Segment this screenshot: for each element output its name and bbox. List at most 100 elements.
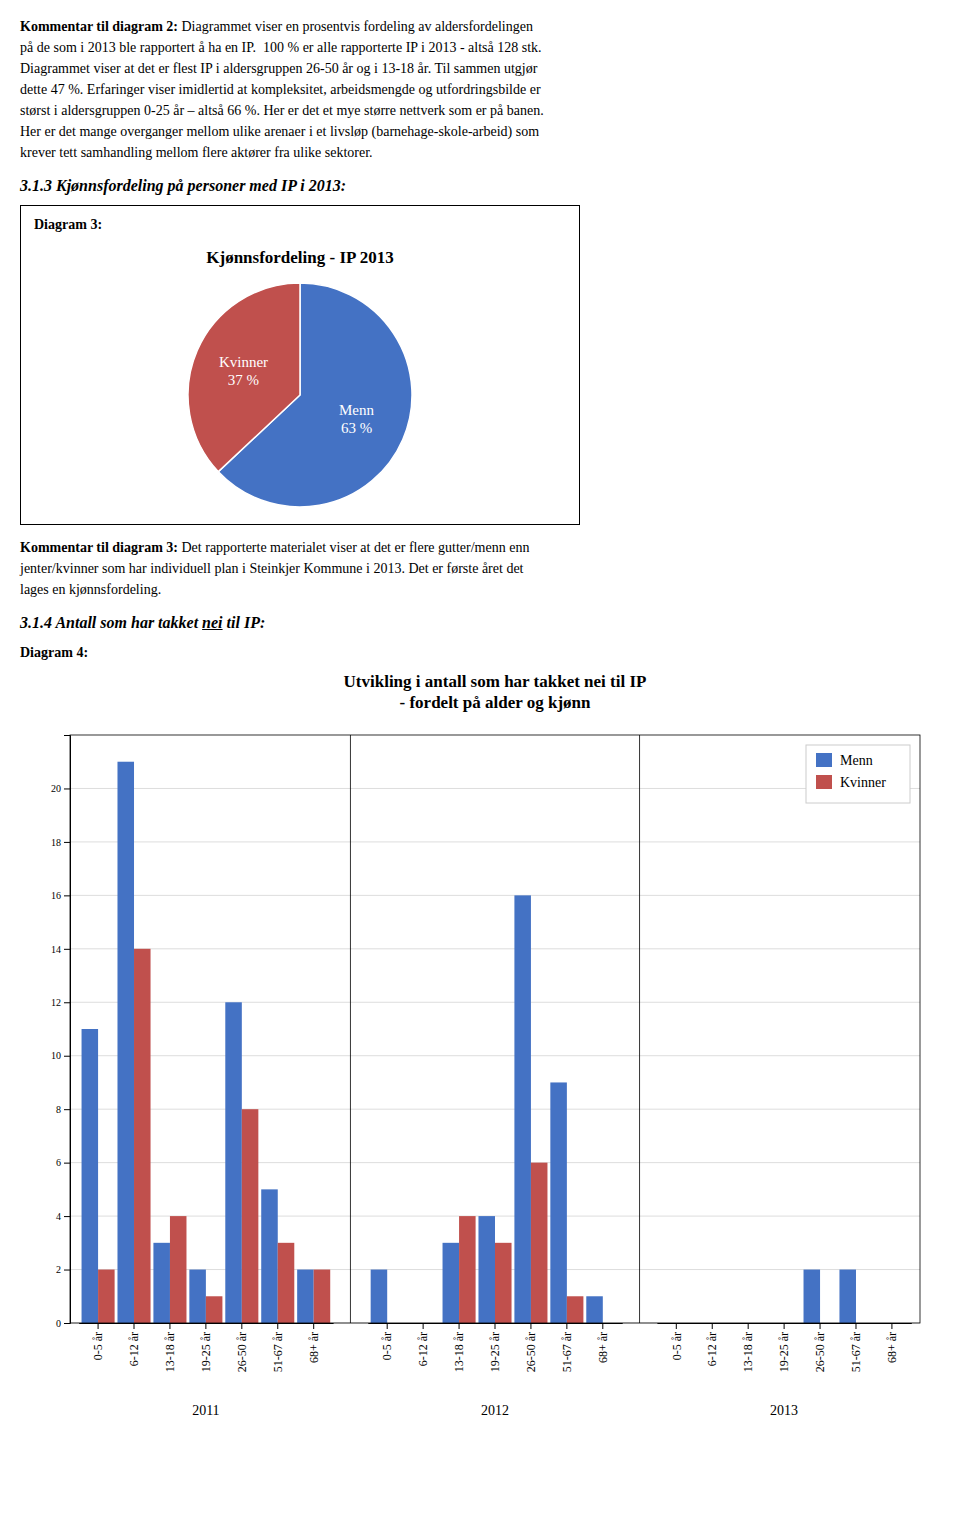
group-label: 2011 — [192, 1403, 219, 1418]
body-text: på de som i 2013 ble rapportert å ha en … — [20, 40, 542, 55]
tick-mark — [495, 1323, 496, 1329]
lead-text: Kommentar til diagram 3: — [20, 540, 178, 555]
data-label: 37 % — [228, 372, 259, 388]
bar — [478, 1216, 495, 1323]
tick-label: 13-18 år — [741, 1332, 755, 1372]
y-tick: 4 — [56, 1211, 70, 1222]
bar — [189, 1270, 206, 1323]
x-tick: 0-5 år — [91, 1323, 105, 1360]
x-tick: 26-50 år — [813, 1323, 827, 1372]
tick-mark — [277, 1323, 278, 1329]
bar — [225, 1002, 242, 1323]
tick-label: 0-5 år — [380, 1332, 394, 1360]
tick-mark — [64, 1109, 70, 1110]
body-text: Diagrammet viser at det er flest IP i al… — [20, 61, 537, 76]
x-tick: 19-25 år — [488, 1323, 502, 1372]
x-tick: 13-18 år — [163, 1323, 177, 1372]
group-label: 2013 — [770, 1403, 798, 1418]
tick-mark — [64, 1056, 70, 1057]
body-text: Det rapporterte materialet viser at det … — [178, 540, 529, 555]
body-text: lages en kjønnsfordeling. — [20, 582, 161, 597]
x-tick: 68+ år — [307, 1323, 321, 1363]
tick-mark — [64, 1163, 70, 1164]
figure-border — [21, 206, 580, 525]
tick-label: 51-67 år — [849, 1332, 863, 1372]
x-tick: 51-67 år — [271, 1323, 285, 1372]
tick-mark — [64, 842, 70, 843]
x-tick: 26-50 år — [235, 1323, 249, 1372]
bar — [98, 1270, 115, 1323]
x-tick: 51-67 år — [560, 1323, 574, 1372]
paragraph: Kommentar til diagram 3: Det rapporterte… — [20, 537, 940, 600]
y-axis: 02468101214161820 — [51, 736, 71, 1329]
y-tick: 8 — [56, 1104, 70, 1115]
chart-title: Kjønnsfordeling - IP 2013 — [206, 248, 394, 267]
x-tick: 0-5 år — [670, 1323, 684, 1360]
x-tick: 0-5 år — [380, 1323, 394, 1360]
heading-part: 3.1.4 Antall som har takket — [20, 614, 202, 631]
body-text: jenter/kvinner som har individuell plan … — [20, 561, 523, 576]
figure-label: Diagram 4: — [20, 642, 940, 663]
bar — [459, 1216, 476, 1323]
tick-label: 19-25 år — [777, 1332, 791, 1372]
slice-category: Kvinner — [219, 354, 268, 370]
tick-label: 26-50 år — [524, 1332, 538, 1372]
chart-title: Utvikling i antall som har takket nei ti… — [344, 672, 647, 712]
tick-mark — [169, 1323, 170, 1329]
tick-label: 13-18 år — [163, 1332, 177, 1372]
text-line: størst i aldersgruppen 0-25 år – altså 6… — [20, 100, 940, 121]
bar — [82, 1029, 99, 1323]
y-tick: 6 — [56, 1157, 70, 1168]
pie-slice — [188, 283, 300, 472]
text-line: jenter/kvinner som har individuell plan … — [20, 558, 940, 579]
grid-line — [70, 1162, 920, 1163]
slice-category: Menn — [339, 402, 374, 418]
text-line: Her er det mange overganger mellom ulike… — [20, 121, 940, 142]
bar-series — [82, 762, 856, 1323]
legend-swatch — [816, 775, 832, 789]
x-tick: 13-18 år — [452, 1323, 466, 1372]
tick-label: 51-67 år — [271, 1332, 285, 1372]
y-tick: 0 — [56, 1318, 70, 1329]
body-text: dette 47 %. Erfaringer viser imidlertid … — [20, 82, 541, 97]
y-tick: 20 — [51, 783, 70, 794]
grid-line — [70, 841, 920, 842]
legend: MennKvinner — [806, 745, 910, 803]
tick-label: 16 — [51, 890, 61, 901]
body-text: Her er det mange overganger mellom ulike… — [20, 124, 539, 139]
y-tick: 12 — [51, 997, 70, 1008]
x-tick: 51-67 år — [849, 1323, 863, 1372]
bar — [261, 1189, 278, 1323]
grid-line — [70, 1109, 920, 1110]
grid-line — [70, 788, 920, 789]
data-label: 63 % — [341, 420, 372, 436]
tick-mark — [98, 1323, 99, 1329]
x-tick: 6-12 år — [416, 1323, 430, 1366]
bar — [514, 895, 531, 1323]
pie — [188, 283, 412, 507]
bar-series — [98, 949, 583, 1323]
legend-label: Menn — [840, 753, 873, 768]
x-axis: 0-5 år6-12 år13-18 år19-25 år26-50 år51-… — [79, 1323, 333, 1372]
bar — [550, 1082, 567, 1323]
tick-mark — [64, 788, 70, 789]
y-tick: 18 — [51, 837, 70, 848]
tick-mark — [784, 1323, 785, 1329]
group-separator — [639, 735, 640, 1323]
heading-part: nei — [202, 614, 222, 631]
text-line: dette 47 %. Erfaringer viser imidlertid … — [20, 79, 940, 100]
tick-label: 18 — [51, 837, 61, 848]
tick-mark — [566, 1323, 567, 1329]
tick-mark — [64, 1270, 70, 1271]
bar — [117, 762, 134, 1323]
tick-label: 8 — [56, 1104, 61, 1115]
y-tick: 10 — [51, 1050, 70, 1061]
bar — [297, 1270, 314, 1323]
group-separators — [350, 735, 639, 1323]
y-tick: 2 — [56, 1264, 70, 1275]
body-text: Diagrammet viser en prosentvis fordeling… — [178, 19, 533, 34]
tick-mark — [64, 949, 70, 950]
x-tick: 6-12 år — [127, 1323, 141, 1366]
tick-mark — [134, 1323, 135, 1329]
tick-label: 68+ år — [596, 1332, 610, 1363]
